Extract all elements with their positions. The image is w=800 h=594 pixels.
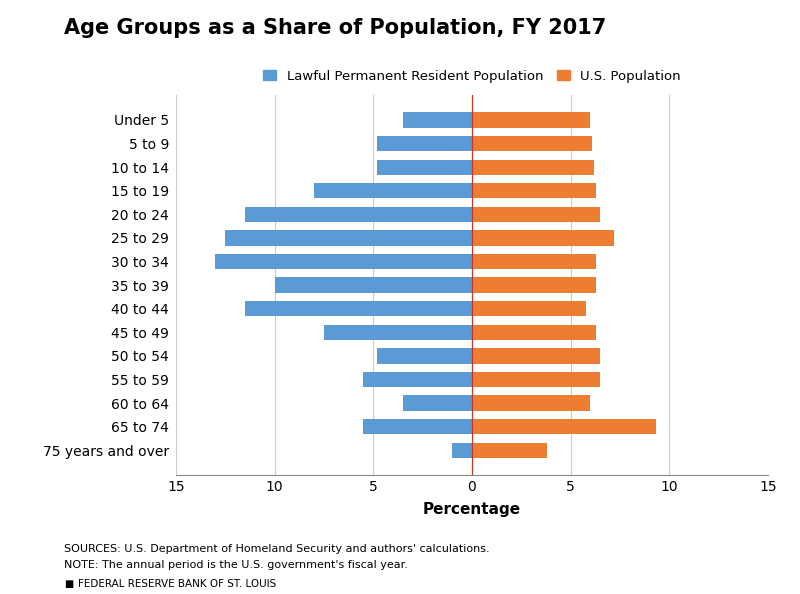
Bar [472,443,547,458]
Bar [403,112,472,128]
Bar [472,112,590,128]
Text: ■: ■ [64,579,74,589]
Bar [472,254,596,269]
Bar [245,301,472,317]
Bar [472,230,614,245]
Bar [378,160,472,175]
Bar [215,254,472,269]
Bar [472,325,596,340]
Bar [472,419,655,434]
Text: FEDERAL RESERVE BANK OF ST. LOUIS: FEDERAL RESERVE BANK OF ST. LOUIS [78,579,277,589]
Bar [472,277,596,293]
Bar [452,443,472,458]
Bar [378,348,472,364]
Bar [363,419,472,434]
Bar [472,183,596,198]
Text: Age Groups as a Share of Population, FY 2017: Age Groups as a Share of Population, FY … [64,18,606,38]
Bar [472,348,600,364]
Text: SOURCES: U.S. Department of Homeland Security and authors' calculations.: SOURCES: U.S. Department of Homeland Sec… [64,544,490,554]
Text: NOTE: The annual period is the U.S. government's fiscal year.: NOTE: The annual period is the U.S. gove… [64,560,408,570]
Bar [245,207,472,222]
Bar [226,230,472,245]
Bar [472,396,590,410]
Bar [378,136,472,151]
Legend: Lawful Permanent Resident Population, U.S. Population: Lawful Permanent Resident Population, U.… [258,65,686,88]
Bar [403,396,472,410]
Bar [472,160,594,175]
Bar [314,183,472,198]
Bar [472,301,586,317]
Bar [472,372,600,387]
Bar [472,136,592,151]
Bar [324,325,472,340]
X-axis label: Percentage: Percentage [423,503,521,517]
Bar [274,277,472,293]
Bar [472,207,600,222]
Bar [363,372,472,387]
